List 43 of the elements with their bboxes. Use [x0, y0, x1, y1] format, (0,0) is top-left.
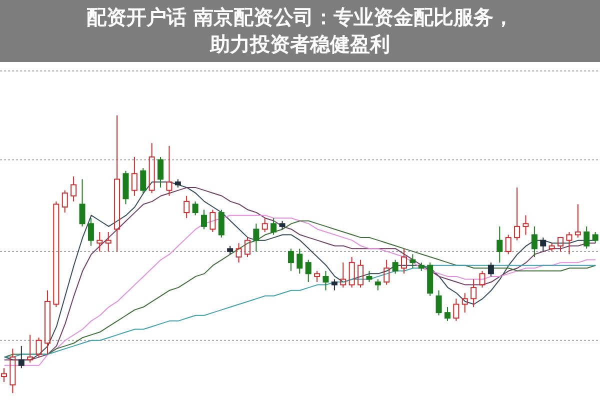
candlestick	[184, 195, 190, 219]
candlestick	[427, 262, 434, 296]
candlestick	[288, 248, 294, 272]
candlestick	[540, 237, 546, 252]
candlestick	[566, 232, 572, 255]
candlestick	[548, 242, 555, 252]
candlestick	[70, 176, 77, 202]
candlestick	[444, 306, 450, 322]
candlestick	[488, 262, 494, 277]
candlestick	[522, 214, 529, 236]
chart-title: 配资开户话 南京配资公司：专业资金配比服务，助力投资者稳健盈利	[0, 0, 600, 62]
candlestick	[462, 292, 468, 314]
candlestick	[44, 290, 50, 355]
candlestick	[253, 223, 260, 252]
candlestick	[88, 218, 94, 246]
candlestick	[296, 248, 303, 274]
candlestick	[374, 278, 381, 291]
candlestick	[166, 145, 172, 196]
candlestick	[470, 278, 477, 308]
candlestick	[270, 218, 277, 236]
candlestick	[436, 290, 442, 316]
candlestick	[96, 232, 103, 252]
candlestick	[366, 270, 372, 283]
candlestick	[496, 226, 503, 264]
candlestick	[384, 259, 390, 286]
candlestick	[236, 242, 242, 264]
candlestick	[79, 178, 86, 227]
candlestick	[262, 218, 268, 232]
candlestick	[322, 270, 329, 291]
candlestick	[114, 114, 120, 252]
candlestick	[531, 226, 538, 258]
candlestick	[410, 254, 416, 269]
candlestick	[514, 187, 520, 241]
candlestick	[1, 368, 7, 383]
candlestick	[158, 156, 164, 188]
candlestick	[453, 298, 460, 322]
candlestick	[244, 237, 250, 258]
candlestick	[131, 156, 138, 196]
candlestick	[331, 278, 338, 291]
candlestick	[10, 348, 16, 394]
candlestick	[401, 248, 407, 274]
candlestick	[105, 232, 112, 252]
candlestick	[418, 262, 424, 272]
